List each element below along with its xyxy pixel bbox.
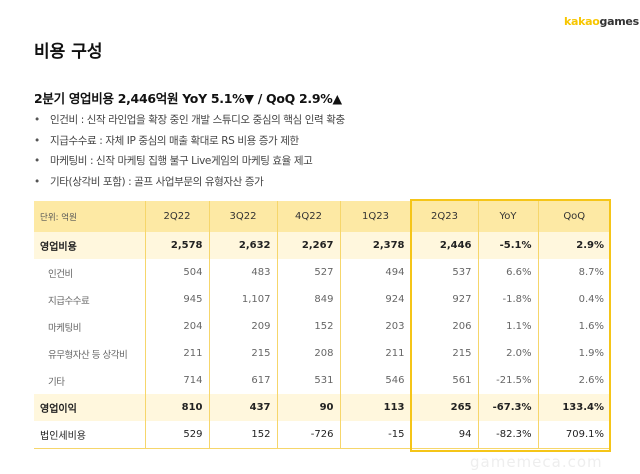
row-label: 기타: [48, 376, 65, 388]
table-cell: 437: [208, 394, 277, 421]
table-cell: -82.3%: [477, 421, 538, 449]
column-header: YoY: [477, 201, 538, 232]
watermark: gamemeca.com: [470, 453, 603, 471]
column-header: 3Q22: [208, 201, 277, 232]
table-cell: 714: [144, 367, 209, 394]
table-row: 마케팅비 204 209 152 203 206 1.1% 1.6%: [34, 313, 610, 340]
table-cell: 810: [144, 394, 209, 421]
table-cell: 494: [339, 259, 411, 286]
table-cell: -67.3%: [477, 394, 538, 421]
table-cell: 215: [208, 340, 277, 367]
table-cell: 1.9%: [537, 340, 610, 367]
table-cell: 206: [410, 313, 478, 340]
table-cell: 617: [208, 367, 277, 394]
table-cell: 2,446: [410, 232, 478, 259]
table-cell: 1.1%: [477, 313, 538, 340]
table-cell: 211: [144, 340, 209, 367]
table-cell: 2,632: [208, 232, 277, 259]
table-cell: 561: [410, 367, 478, 394]
table-row: 영업비용 2,578 2,632 2,267 2,378 2,446 -5.1% 2.9%: [34, 232, 610, 259]
summary-headline: 2분기 영업비용 2,446억원 YoY 5.1%▼ / QoQ 2.9%▲: [34, 91, 342, 106]
table-cell: 2,578: [144, 232, 209, 259]
table-cell: 209: [208, 313, 277, 340]
bullet-item: • 지급수수료 : 자체 IP 중심의 매출 확대로 RS 비용 증가 제한: [34, 131, 345, 152]
table-header-row: 단위: 억원 2Q22 3Q22 4Q22 1Q23 2Q23 YoY QoQ: [34, 201, 610, 232]
table-row: 지급수수료 945 1,107 849 924 927 -1.8% 0.4%: [34, 286, 610, 313]
row-label: 법인세비용: [34, 421, 145, 449]
table-row: 인건비 504 483 527 494 537 6.6% 8.7%: [34, 259, 610, 286]
table-cell: 529: [144, 421, 209, 449]
page-title: 비용 구성: [34, 42, 103, 62]
table-cell: 546: [339, 367, 411, 394]
table-cell: 215: [410, 340, 478, 367]
table-cell: 945: [144, 286, 209, 313]
table-cell: 133.4%: [537, 394, 610, 421]
table-cell: -726: [276, 421, 340, 449]
row-label: 마케팅비: [48, 322, 81, 334]
table-cell: -15: [339, 421, 411, 449]
column-header: 2Q22: [144, 201, 209, 232]
table-cell: 152: [208, 421, 277, 449]
table-cell: 211: [339, 340, 411, 367]
table-cell: 265: [410, 394, 478, 421]
kakaogames-logo: kakaogames: [564, 15, 639, 28]
bullet-item: • 마케팅비 : 신작 마케팅 집행 불구 Live게임의 마케팅 효율 제고: [34, 151, 345, 172]
table-row: 기타 714 617 531 546 561 -21.5% 2.6%: [34, 367, 610, 394]
column-header: 2Q23: [410, 201, 478, 232]
bullet-item: • 기타(상각비 포함) : 골프 사업부문의 유형자산 증가: [34, 172, 345, 193]
table-cell: 527: [276, 259, 340, 286]
table-cell: 1.6%: [537, 313, 610, 340]
column-header: 1Q23: [339, 201, 411, 232]
table-cell: 709.1%: [537, 421, 610, 449]
table-cell: 6.6%: [477, 259, 538, 286]
bullet-icon: •: [34, 155, 40, 167]
table-cell: 849: [276, 286, 340, 313]
table-cell: 927: [410, 286, 478, 313]
table-cell: 2,267: [276, 232, 340, 259]
bullet-list: • 인건비 : 신작 라인업을 확장 중인 개발 스튜디오 중심의 핵심 인력 확…: [34, 110, 345, 192]
cost-table: 단위: 억원 2Q22 3Q22 4Q22 1Q23 2Q23 YoY QoQ 영업비용 2,5…: [34, 201, 610, 449]
table-cell: 203: [339, 313, 411, 340]
table-cell: 2.0%: [477, 340, 538, 367]
row-label: 영업비용: [34, 232, 145, 259]
table-row: 영업이익 810 437 90 113 265 -67.3% 133.4%: [34, 394, 610, 421]
table-cell: 8.7%: [537, 259, 610, 286]
table-row: 법인세비용 529 152 -726 -15 94 -82.3% 709.1%: [34, 421, 610, 449]
bullet-icon: •: [34, 175, 40, 188]
table-cell: 94: [410, 421, 478, 449]
table-cell: 152: [276, 313, 340, 340]
table-row: 유무형자산 등 상각비 211 215 208 211 215 2.0% 1.9%: [34, 340, 610, 367]
row-label: 인건비: [48, 268, 73, 280]
table-cell: 483: [208, 259, 277, 286]
table-cell: -1.8%: [477, 286, 538, 313]
table-cell: 2.6%: [537, 367, 610, 394]
row-label: 유무형자산 등 상각비: [48, 349, 128, 361]
table-cell: 2.9%: [537, 232, 610, 259]
table-cell: 924: [339, 286, 411, 313]
table-cell: 537: [410, 259, 478, 286]
row-label: 영업이익: [34, 394, 145, 421]
table-cell: 204: [144, 313, 209, 340]
table-cell: -5.1%: [477, 232, 538, 259]
column-header: 4Q22: [276, 201, 340, 232]
bullet-icon: •: [34, 134, 40, 147]
table-cell: 531: [276, 367, 340, 394]
table-cell: 90: [276, 394, 340, 421]
column-header: QoQ: [537, 201, 610, 232]
table-cell: 1,107: [208, 286, 277, 313]
unit-label: 단위: 억원: [34, 201, 145, 232]
row-label: 지급수수료: [48, 295, 90, 307]
table-cell: 208: [276, 340, 340, 367]
table-cell: 504: [144, 259, 209, 286]
bullet-icon: •: [34, 114, 40, 126]
table-cell: 113: [339, 394, 411, 421]
bullet-item: • 인건비 : 신작 라인업을 확장 중인 개발 스튜디오 중심의 핵심 인력 확…: [34, 110, 345, 131]
table-cell: 0.4%: [537, 286, 610, 313]
table-cell: -21.5%: [477, 367, 538, 394]
table-cell: 2,378: [339, 232, 411, 259]
